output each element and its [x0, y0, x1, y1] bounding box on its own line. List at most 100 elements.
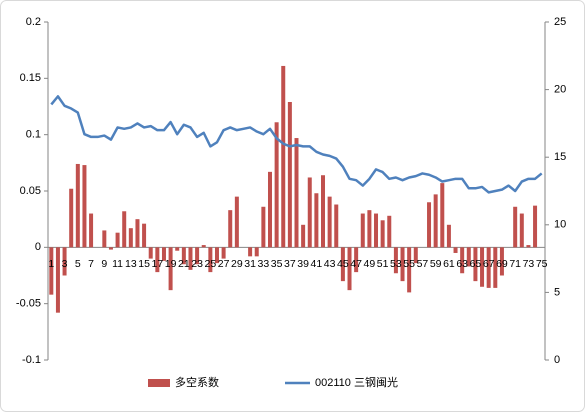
bar	[274, 122, 279, 248]
x-tick-label: 17	[151, 258, 163, 270]
x-tick-label: 39	[297, 258, 309, 270]
y-tick-label: 0.1	[26, 129, 41, 141]
x-tick-label: 57	[417, 258, 429, 270]
bar	[374, 213, 379, 248]
bar	[446, 224, 451, 248]
bar	[261, 206, 266, 248]
x-tick-label: 27	[218, 258, 230, 270]
x-tick-label: 21	[178, 258, 190, 270]
x-tick-label: 25	[205, 258, 217, 270]
bar	[248, 247, 253, 257]
bar	[228, 210, 233, 248]
x-tick-label: 15	[138, 258, 150, 270]
bar	[208, 247, 213, 273]
bar	[347, 247, 352, 291]
bar	[473, 247, 478, 282]
bar	[301, 224, 306, 248]
x-tick-label: 19	[165, 258, 177, 270]
y2-tick-label: 10	[554, 219, 566, 231]
bar	[393, 247, 398, 274]
bar	[181, 247, 186, 265]
bar	[340, 247, 345, 282]
bar	[367, 210, 372, 248]
x-tick-label: 35	[271, 258, 283, 270]
bar	[168, 247, 173, 291]
x-tick-label: 59	[430, 258, 442, 270]
bar	[453, 247, 458, 253]
bar	[287, 101, 292, 248]
bar	[334, 204, 339, 248]
bar	[201, 245, 206, 248]
y-tick-label: 0.15	[20, 72, 41, 84]
bar	[493, 247, 498, 288]
bar	[307, 177, 312, 248]
x-tick-label: 67	[483, 258, 495, 270]
bar	[400, 247, 405, 282]
bar	[427, 202, 432, 248]
bar	[195, 247, 200, 265]
bar	[407, 247, 412, 293]
bar	[128, 228, 133, 248]
x-tick-label: 71	[509, 258, 521, 270]
bar	[294, 138, 299, 248]
bar	[69, 188, 74, 248]
bar	[55, 247, 60, 313]
bar	[480, 247, 485, 287]
x-tick-label: 43	[324, 258, 336, 270]
x-tick-label: 9	[101, 258, 107, 270]
x-tick-label: 73	[523, 258, 535, 270]
bar	[148, 247, 153, 259]
bar	[108, 247, 113, 250]
bar	[188, 247, 193, 270]
y-tick-label: 0	[35, 241, 41, 253]
legend-label: 多空系数	[175, 375, 219, 389]
y-tick-label: -0.05	[16, 298, 41, 310]
bar	[254, 247, 259, 257]
x-tick-label: 63	[456, 258, 468, 270]
x-tick-label: 7	[88, 258, 94, 270]
x-tick-label: 53	[390, 258, 402, 270]
bar	[519, 213, 524, 248]
y2-tick-label: 0	[554, 354, 560, 366]
bar	[102, 230, 107, 248]
bar	[135, 219, 140, 248]
x-tick-label: 75	[536, 258, 548, 270]
y2-tick-label: 20	[554, 84, 566, 96]
legend-swatch	[148, 379, 170, 387]
bar	[234, 196, 239, 248]
legend-label: 002110 三钢闽光	[315, 375, 398, 389]
bar	[321, 175, 326, 248]
x-tick-label: 1	[48, 258, 54, 270]
bar	[267, 171, 272, 248]
bar	[89, 213, 94, 248]
bar	[354, 247, 359, 273]
x-tick-label: 29	[231, 258, 243, 270]
y-tick-label: 0.2	[26, 16, 41, 28]
x-tick-label: 49	[364, 258, 376, 270]
bar	[75, 163, 80, 248]
x-tick-label: 5	[75, 258, 81, 270]
bar	[533, 205, 538, 248]
x-tick-label: 51	[377, 258, 389, 270]
bar	[413, 247, 418, 264]
x-tick-label: 45	[337, 258, 349, 270]
bar	[513, 206, 518, 248]
x-tick-label: 3	[62, 258, 68, 270]
x-tick-label: 61	[443, 258, 455, 270]
bar	[314, 193, 319, 248]
y-tick-label: 0.05	[20, 185, 41, 197]
bar	[221, 247, 226, 259]
bar	[499, 247, 504, 276]
bar	[155, 247, 160, 273]
x-tick-label: 47	[350, 258, 362, 270]
bar	[466, 247, 471, 267]
y2-tick-label: 15	[554, 151, 566, 163]
bar	[380, 220, 385, 248]
bar	[175, 247, 180, 251]
bar	[460, 247, 465, 274]
x-tick-label: 65	[470, 258, 482, 270]
bar	[360, 213, 365, 248]
bar	[122, 211, 127, 248]
x-tick-label: 23	[191, 258, 203, 270]
